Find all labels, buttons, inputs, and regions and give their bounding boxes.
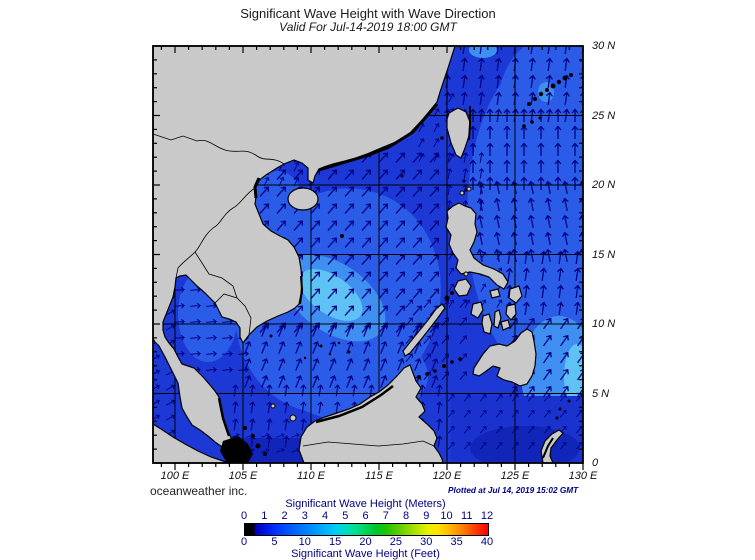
meters-tick: 0 (240, 510, 248, 522)
map-svg (152, 45, 584, 470)
lat-tick-label: 15 N (592, 248, 616, 261)
feet-tick: 20 (359, 536, 372, 548)
meters-tick: 3 (301, 510, 308, 522)
lon-tick-label: 110 E (297, 470, 325, 482)
meters-tick: 1 (261, 510, 268, 522)
map-area (145, 38, 591, 471)
feet-tick: 5 (271, 536, 278, 548)
landmasses (152, 45, 564, 464)
map-border (152, 45, 584, 464)
meters-tick: 5 (342, 510, 349, 522)
meters-tick: 11 (461, 510, 473, 522)
meters-tick: 10 (440, 510, 453, 522)
lon-tick-label: 130 E (568, 470, 598, 482)
lat-tick-label: 5 N (592, 387, 610, 400)
meters-tick: 4 (321, 510, 329, 522)
country-borders (152, 133, 435, 447)
lat-tick-label: 30 N (592, 40, 616, 52)
feet-tick: 15 (329, 536, 342, 548)
credit-text: oceanweather inc. (150, 484, 248, 498)
legend-meters-label: Significant Wave Height (Meters) (285, 498, 446, 510)
meters-tick: 6 (362, 510, 369, 522)
feet-tick: 35 (450, 536, 463, 548)
meters-tick: 2 (281, 510, 288, 522)
lon-tick-label: 120 E (432, 470, 462, 482)
lat-tick-label: 25 N (592, 109, 616, 122)
meters-tick: 7 (382, 510, 389, 522)
meters-tick: 9 (423, 510, 430, 522)
feet-tick: 30 (420, 536, 433, 548)
lat-tick-label: 10 N (592, 318, 616, 330)
calm-coastal-fringes (217, 73, 573, 463)
lat-tick-label: 0 (592, 457, 599, 469)
lat-tick-label: 20 N (592, 179, 616, 191)
lon-tick-label: 105 E (228, 470, 258, 482)
chart-title: Significant Wave Height with Wave Direct… (240, 6, 496, 21)
lon-tick-label: 100 E (160, 470, 190, 482)
legend-colorbar (244, 523, 489, 536)
plotted-timestamp: Plotted at Jul 14, 2019 15:02 GMT (447, 485, 578, 495)
feet-tick: 25 (389, 536, 402, 548)
feet-tick: 40 (480, 536, 494, 548)
lon-tick-label: 115 E (365, 470, 393, 482)
legend-feet-label: Significant Wave Height (Feet) (291, 548, 440, 560)
meters-tick: 8 (402, 510, 410, 522)
feet-tick: 10 (298, 536, 311, 548)
lon-tick-label: 125 E (500, 470, 530, 482)
chart-subtitle: Valid For Jul-14-2019 18:00 GMT (279, 20, 457, 34)
feet-tick: 0 (240, 536, 248, 548)
meters-tick: 12 (480, 510, 494, 522)
